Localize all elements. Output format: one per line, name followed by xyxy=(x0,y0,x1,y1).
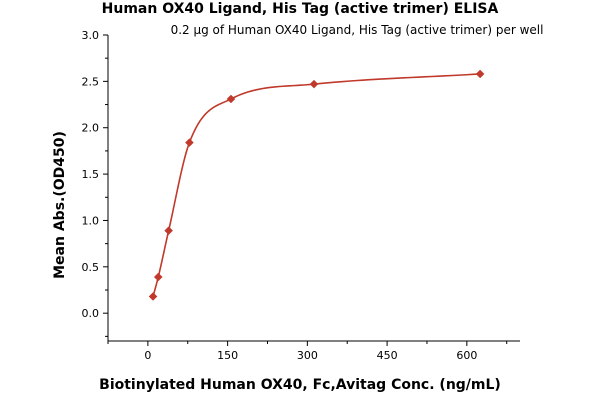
x-tick-label: 600 xyxy=(456,349,477,362)
data-point xyxy=(309,79,319,89)
y-tick-label: 2.5 xyxy=(82,75,100,88)
data-point xyxy=(153,272,163,282)
data-points xyxy=(148,69,485,301)
chart-subtitle: 0.2 µg of Human OX40 Ligand, His Tag (ac… xyxy=(170,23,544,37)
y-tick-label: 1.5 xyxy=(82,168,100,181)
y-tick-label: 1.0 xyxy=(82,214,100,227)
y-tick-label: 0.5 xyxy=(82,261,100,274)
data-point xyxy=(164,226,173,236)
data-point xyxy=(148,292,158,301)
x-axis-label: Biotinylated Human OX40, Fc,Avitag Conc.… xyxy=(99,377,501,393)
fit-curve xyxy=(152,73,481,297)
y-tick-label: 0.0 xyxy=(82,307,100,320)
axis-ticks: 0.0 0.5 1.0 1.5 2.0 2.5 3.0 0 150 300 450 600 xyxy=(82,29,508,362)
data-point xyxy=(185,138,194,147)
y-tick-label: 2.0 xyxy=(82,122,100,135)
chart-title: Human OX40 Ligand, His Tag (active trime… xyxy=(101,1,499,17)
data-point xyxy=(475,69,485,79)
data-point xyxy=(226,94,236,104)
y-tick-label: 3.0 xyxy=(82,29,100,42)
x-tick-label: 300 xyxy=(297,349,318,362)
x-tick-label: 150 xyxy=(217,349,238,362)
x-tick-label: 450 xyxy=(377,349,398,362)
x-tick-label: 0 xyxy=(144,349,151,362)
